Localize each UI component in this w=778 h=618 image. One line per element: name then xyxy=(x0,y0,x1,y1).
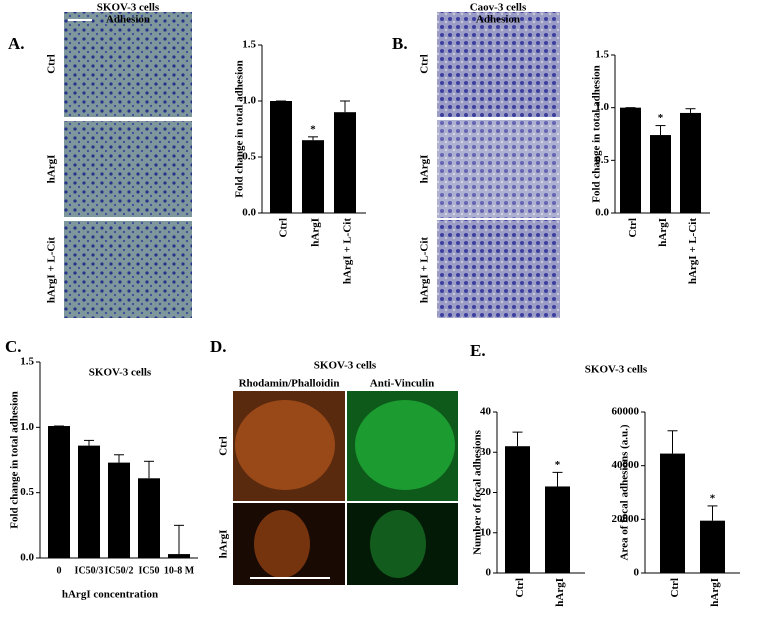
bar xyxy=(545,486,570,573)
y-axis-label: Fold change in total adhesion xyxy=(234,60,246,198)
bar xyxy=(108,462,130,558)
bar xyxy=(78,445,100,558)
x-tick-label: Ctrl xyxy=(514,578,526,598)
panel-letter: B. xyxy=(392,34,408,53)
bar xyxy=(270,101,292,213)
y-tick-label: 40 xyxy=(480,406,492,418)
y-tick-label: 0 xyxy=(634,567,640,579)
y-tick-label: 20000 xyxy=(612,513,640,525)
micrograph xyxy=(437,12,560,117)
bar xyxy=(650,135,671,213)
y-axis-label: Number of focal adhesions xyxy=(472,429,484,554)
annotation: * xyxy=(710,492,716,504)
x-tick-label: 0 xyxy=(57,565,62,576)
column-label: Rhodamin/Phalloidin xyxy=(239,378,340,390)
y-tick-label: 0.5 xyxy=(595,154,609,166)
x-tick-label: hArgI + L-Cit xyxy=(687,218,699,284)
panel-letter: E. xyxy=(470,341,486,360)
panel-letter: A. xyxy=(8,34,25,53)
y-tick-label: 0.0 xyxy=(242,207,256,219)
y-axis-label: Fold change in total adhesion xyxy=(591,65,603,203)
x-tick-label: hArgI + L-Cit xyxy=(342,218,354,284)
y-axis-label: Area of focal adhesions (a.u.) xyxy=(619,424,631,560)
bar xyxy=(620,107,641,213)
y-tick-label: 1.5 xyxy=(242,39,256,51)
micrograph xyxy=(437,120,560,218)
bar xyxy=(680,112,701,213)
micrograph xyxy=(437,220,560,318)
x-tick-label: Ctrl xyxy=(669,578,681,598)
row-label: hArgI xyxy=(46,155,58,184)
x-tick-label: IC50/2 xyxy=(105,565,134,576)
cell xyxy=(235,400,335,490)
micrographs xyxy=(64,12,560,585)
x-tick-label: IC50 xyxy=(138,565,159,576)
x-tick-label: Ctrl xyxy=(627,218,639,238)
y-tick-label: 1.5 xyxy=(595,49,609,61)
panel-letter: D. xyxy=(210,337,227,356)
chart-title: SKOV-3 cells xyxy=(89,367,152,379)
y-tick-label: 20 xyxy=(480,486,492,498)
row-label: hArgI xyxy=(218,530,230,559)
micrograph xyxy=(64,121,192,217)
bar xyxy=(660,453,685,573)
row-label: hArgI + L-Cit xyxy=(419,237,431,303)
x-tick-label: hArgI xyxy=(709,578,721,607)
row-label: Ctrl xyxy=(419,54,431,74)
row-label: hArgI + L-Cit xyxy=(46,237,58,303)
panel-header: Caov-3 cells xyxy=(470,2,527,14)
bar xyxy=(48,426,70,558)
x-tick-label: hArgI xyxy=(657,218,669,247)
y-tick-label: 1.5 xyxy=(20,356,34,368)
column-label: Anti-Vinculin xyxy=(370,378,434,390)
y-tick-label: 1.0 xyxy=(242,95,256,107)
y-tick-label: 1.0 xyxy=(20,421,34,433)
y-tick-label: 0.5 xyxy=(242,151,256,163)
annotation: * xyxy=(658,112,664,124)
annotation: * xyxy=(555,459,561,471)
x-tick-label: hArgI xyxy=(554,578,566,607)
cell xyxy=(355,400,455,490)
cell xyxy=(370,510,426,578)
y-tick-label: 0.5 xyxy=(20,486,34,498)
bar xyxy=(505,446,530,573)
micrograph xyxy=(64,221,192,318)
y-tick-label: 10 xyxy=(480,526,492,538)
row-label: Ctrl xyxy=(218,436,230,456)
bar xyxy=(334,112,356,213)
x-tick-label: 10-8 M xyxy=(164,565,195,576)
panel-header: SKOV-3 cells xyxy=(97,2,160,14)
y-tick-label: 0.0 xyxy=(595,207,609,219)
panel-header: SKOV-3 cells xyxy=(585,364,648,376)
cell xyxy=(254,510,310,578)
panel-letter: C. xyxy=(5,337,22,356)
row-label: hArgI xyxy=(419,155,431,184)
annotation: * xyxy=(310,123,316,135)
micrograph xyxy=(64,12,192,117)
y-tick-label: 0 xyxy=(486,567,492,579)
x-tick-label: IC50/3 xyxy=(75,565,104,576)
y-tick-label: 60000 xyxy=(612,406,640,418)
bar xyxy=(302,140,324,213)
x-tick-label: hArgI xyxy=(310,218,322,247)
y-tick-label: 1.0 xyxy=(595,101,609,113)
y-tick-label: 0.0 xyxy=(20,552,34,564)
bar xyxy=(700,520,725,573)
x-axis-label: hArgI concentration xyxy=(62,589,158,601)
y-tick-label: 30 xyxy=(480,446,492,458)
row-label: Ctrl xyxy=(46,54,58,74)
panel-header: SKOV-3 cells xyxy=(314,360,377,372)
y-tick-label: 40000 xyxy=(612,459,640,471)
y-axis-label: Fold change in total adhesion xyxy=(9,391,21,529)
panel-header: Adhesion xyxy=(476,14,520,26)
bar xyxy=(168,554,190,558)
panel-header: Adhesion xyxy=(106,14,150,26)
bar xyxy=(138,478,160,558)
x-tick-label: Ctrl xyxy=(278,218,290,238)
